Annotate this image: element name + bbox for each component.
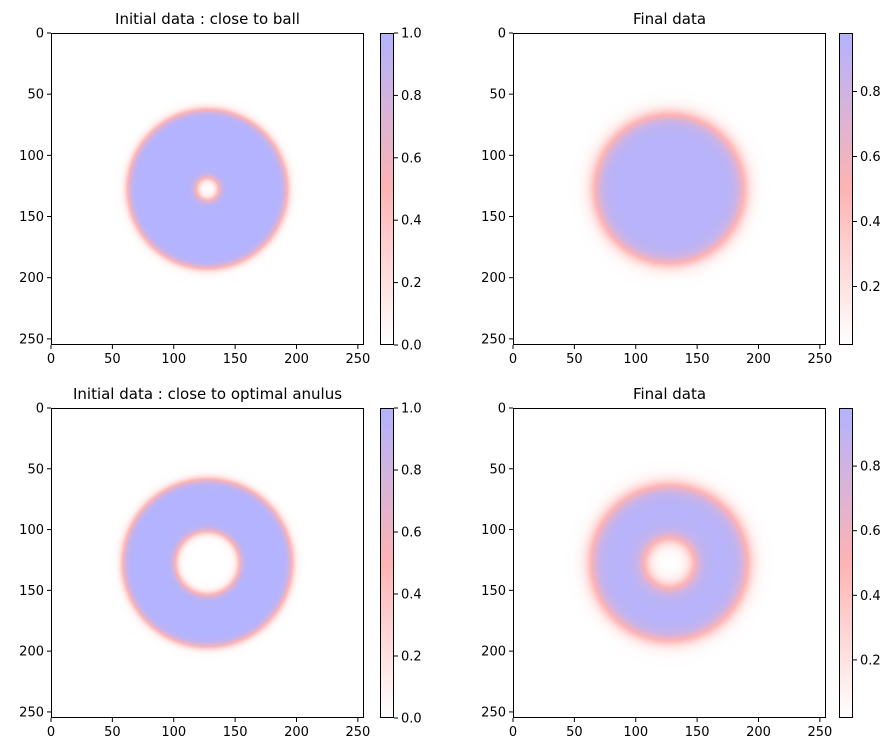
y-tick-label: 250	[481, 705, 506, 720]
x-tick-label: 50	[104, 352, 121, 367]
x-tick-label: 50	[566, 352, 583, 367]
colorbar-tick-label: 0.6	[860, 524, 881, 539]
colorbar-tick-label: 0.6	[401, 151, 422, 166]
y-tick-label: 50	[27, 462, 44, 477]
x-tick-label: 150	[685, 352, 710, 367]
panel-title: Final data	[633, 10, 706, 28]
colorbar-tick-label: 1.0	[401, 402, 422, 417]
y-tick-label: 100	[481, 149, 506, 164]
y-tick-label: 200	[19, 271, 44, 286]
x-tick-label: 100	[623, 352, 648, 367]
x-tick-label: 250	[345, 725, 370, 740]
colorbar-tick-label: 0.0	[401, 712, 422, 727]
x-tick-label: 0	[509, 725, 517, 740]
colorbar-tick-label: 1.0	[401, 27, 422, 42]
y-tick-label: 50	[489, 462, 506, 477]
y-tick-label: 150	[481, 210, 506, 225]
x-tick-label: 50	[566, 725, 583, 740]
colorbar	[839, 33, 853, 345]
colorbar-tick-label: 0.8	[860, 85, 881, 100]
x-tick-label: 200	[746, 725, 771, 740]
heatmap-image	[51, 408, 364, 718]
x-tick-label: 100	[161, 725, 186, 740]
x-tick-label: 250	[807, 352, 832, 367]
colorbar-frame	[839, 33, 853, 345]
heatmap-image	[513, 33, 826, 345]
colorbar-tick-label: 0.2	[860, 280, 881, 295]
colorbar-tick-label: 0.6	[401, 526, 422, 541]
colorbar-tick-label: 0.4	[860, 589, 881, 604]
y-tick-label: 0	[498, 402, 506, 417]
y-tick-label: 50	[27, 88, 44, 103]
panel-title: Final data	[633, 385, 706, 403]
y-tick-label: 200	[19, 645, 44, 660]
colorbar-frame	[380, 33, 394, 345]
y-tick-label: 250	[19, 705, 44, 720]
y-tick-label: 150	[19, 584, 44, 599]
x-tick-label: 150	[223, 725, 248, 740]
y-tick-label: 150	[481, 584, 506, 599]
y-tick-label: 100	[19, 523, 44, 538]
colorbar-tick-label: 0.4	[401, 214, 422, 229]
y-tick-label: 0	[36, 402, 44, 417]
colorbar-tick-label: 0.8	[860, 460, 881, 475]
y-tick-label: 150	[19, 210, 44, 225]
colorbar-frame	[380, 408, 394, 718]
x-tick-label: 100	[161, 352, 186, 367]
colorbar	[380, 408, 394, 718]
x-tick-label: 0	[509, 352, 517, 367]
colorbar-tick-label: 0.0	[401, 339, 422, 354]
x-tick-label: 200	[284, 725, 309, 740]
colorbar-tick-label: 0.6	[860, 150, 881, 165]
colorbar-tick-label: 0.2	[401, 276, 422, 291]
colorbar-tick-label: 0.4	[401, 588, 422, 603]
plot-frame	[513, 33, 826, 345]
plot-frame	[51, 408, 364, 718]
y-tick-label: 100	[481, 523, 506, 538]
y-tick-label: 200	[481, 271, 506, 286]
x-tick-label: 250	[345, 352, 370, 367]
x-tick-label: 150	[685, 725, 710, 740]
heatmap-panel-1: Initial data : close to ball 0 50 100 150 200…	[19, 10, 422, 367]
heatmap-image	[513, 408, 826, 718]
panel-title: Initial data : close to ball	[115, 10, 300, 28]
panel-title: Initial data : close to optimal anulus	[73, 385, 342, 403]
heatmap-panel-3: Initial data : close to optimal anulus 0 5…	[19, 385, 422, 740]
colorbar-tick-label: 0.8	[401, 89, 422, 104]
y-tick-label: 100	[19, 149, 44, 164]
y-tick-label: 200	[481, 645, 506, 660]
x-tick-label: 0	[47, 725, 55, 740]
colorbar	[839, 408, 853, 718]
x-tick-label: 200	[746, 352, 771, 367]
colorbar-tick-label: 0.4	[860, 215, 881, 230]
colorbar-frame	[839, 408, 853, 718]
x-tick-label: 250	[807, 725, 832, 740]
colorbar-tick-label: 0.2	[860, 653, 881, 668]
y-tick-label: 250	[19, 332, 44, 347]
x-tick-label: 0	[47, 352, 55, 367]
colorbar-tick-label: 0.8	[401, 464, 422, 479]
y-tick-label: 250	[481, 332, 506, 347]
heatmap-image	[51, 33, 364, 345]
y-tick-label: 50	[489, 88, 506, 103]
y-tick-label: 0	[36, 27, 44, 42]
x-tick-label: 100	[623, 725, 648, 740]
x-tick-label: 200	[284, 352, 309, 367]
plot-frame	[51, 33, 364, 345]
colorbar-tick-label: 0.2	[401, 650, 422, 665]
x-tick-label: 150	[223, 352, 248, 367]
colorbar	[380, 33, 394, 345]
plot-frame	[513, 408, 826, 718]
x-tick-label: 50	[104, 725, 121, 740]
y-tick-label: 0	[498, 27, 506, 42]
